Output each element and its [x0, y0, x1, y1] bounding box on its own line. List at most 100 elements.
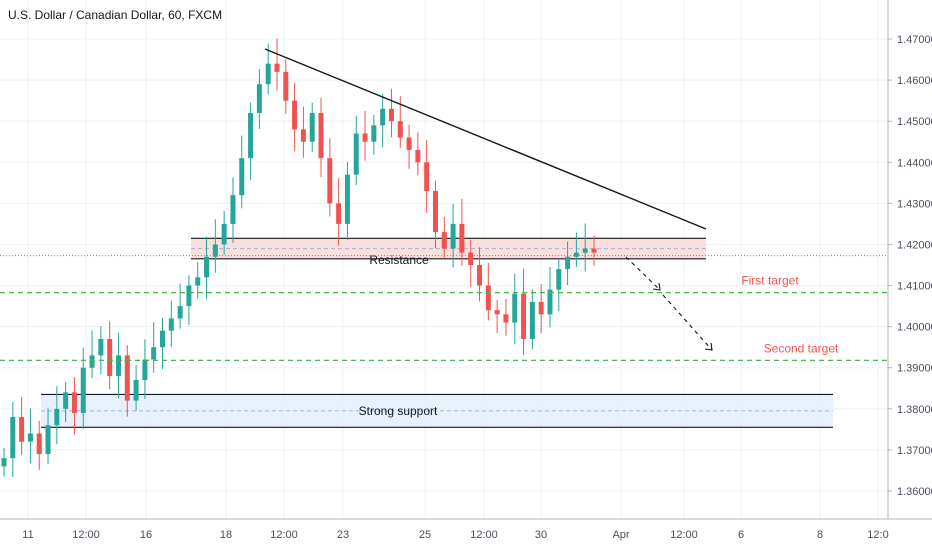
candle-body [371, 125, 377, 142]
candles [1, 38, 597, 478]
candle-body [529, 301, 535, 339]
y-tick-label: 1.41000 [897, 281, 932, 293]
candle-body [27, 433, 33, 442]
y-tick-label: 1.46000 [897, 75, 932, 87]
candle-body [248, 112, 254, 159]
y-tick-label: 1.45000 [897, 116, 932, 128]
y-tick-label: 1.44000 [897, 157, 932, 169]
candle-body [556, 269, 562, 290]
x-tick-label: 12:00 [270, 529, 298, 541]
candle-body [89, 355, 95, 368]
candle-body [239, 158, 245, 196]
y-tick-label: 1.43000 [897, 198, 932, 210]
candle-body [344, 174, 350, 224]
candle-body [54, 408, 60, 426]
x-tick-label: 11 [22, 529, 33, 541]
y-tick-label: 1.39000 [897, 363, 932, 375]
price-axis: 1.36000 1.37000 1.38000 1.39000 1.40000 1.410… [887, 0, 932, 550]
candle-body [221, 223, 227, 245]
candle-body [521, 293, 527, 339]
x-tick-label: 12:00 [670, 529, 698, 541]
x-tick-label: 30 [535, 529, 547, 541]
candle-body [415, 149, 421, 163]
candle-body [204, 256, 210, 278]
candle-body [283, 71, 289, 101]
candle-body [186, 285, 192, 307]
candle-body [177, 306, 183, 319]
zones: Resistance Strong support [41, 237, 833, 428]
candle-body [485, 285, 491, 311]
candle-body [230, 195, 236, 224]
candle-body [98, 338, 104, 356]
x-tick-label: 6 [738, 529, 744, 541]
candle-body [441, 232, 447, 249]
candle-body [380, 108, 386, 126]
y-tick-label: 1.40000 [897, 322, 932, 334]
price-axis-bg [888, 0, 932, 550]
candle-body [538, 301, 544, 315]
candle-body [388, 108, 394, 122]
y-tick-label: 1.47000 [897, 34, 932, 46]
x-tick-label: 8 [817, 529, 823, 541]
candle-body [565, 256, 571, 270]
candle-body [397, 121, 403, 138]
candle-body [353, 133, 359, 175]
x-tick-label: 23 [337, 529, 349, 541]
x-tick-label: 18 [220, 529, 232, 541]
support-label: Strong support [359, 404, 438, 418]
y-tick-label: 1.37000 [897, 445, 932, 457]
candle-body [573, 252, 579, 257]
candle-body [406, 137, 412, 150]
candle-body [292, 100, 298, 130]
candle-body [327, 158, 333, 204]
candle-body [45, 425, 51, 455]
candle-body [582, 248, 588, 253]
candle-body [318, 112, 324, 159]
y-tick-label: 1.38000 [897, 404, 932, 416]
candle-body [336, 203, 342, 224]
candle-body [195, 277, 201, 286]
candle-body [10, 417, 16, 459]
candle-body [256, 84, 262, 113]
grid [0, 0, 888, 519]
trendline [264, 48, 707, 230]
x-tick-label: 12:0 [867, 529, 888, 541]
arrow-head-2 [704, 342, 713, 351]
candle-body [424, 162, 430, 192]
candle-body [63, 392, 69, 409]
candle-body [512, 293, 518, 323]
candle-body [151, 347, 157, 360]
candle-body [168, 318, 174, 331]
candle-body [477, 265, 483, 286]
candle-body [71, 392, 77, 413]
x-tick-label: Apr [612, 529, 629, 541]
candle-body [19, 417, 25, 442]
candle-body [160, 330, 166, 348]
candle-body [107, 338, 113, 376]
chart-title: U.S. Dollar / Canadian Dollar, 60, FXCM [8, 8, 223, 22]
candle-body [274, 63, 280, 72]
candle-body [450, 223, 456, 249]
candle-body [80, 367, 86, 413]
candle-body [115, 355, 121, 376]
candle-body [432, 191, 438, 233]
candle-body [309, 112, 315, 142]
candle-body [459, 223, 465, 253]
forecast-arrow-2 [662, 294, 713, 351]
candle-body [133, 380, 139, 401]
x-tick-label: 12:00 [470, 529, 498, 541]
candle-body [300, 129, 306, 142]
y-tick-label: 1.36000 [897, 486, 932, 498]
x-tick-label: 12:00 [72, 529, 100, 541]
time-axis: 11 12:00 16 18 12:00 23 25 12:00 30 Apr 12:00 6 8 12:… [0, 518, 932, 541]
x-tick-label: 16 [140, 529, 152, 541]
candle-body [547, 289, 553, 315]
candle-body [494, 310, 500, 315]
candle-body [591, 248, 597, 253]
resistance-label: Resistance [369, 253, 429, 267]
candle-body [36, 433, 42, 455]
candle-body [503, 314, 509, 323]
candle-body [142, 359, 148, 381]
